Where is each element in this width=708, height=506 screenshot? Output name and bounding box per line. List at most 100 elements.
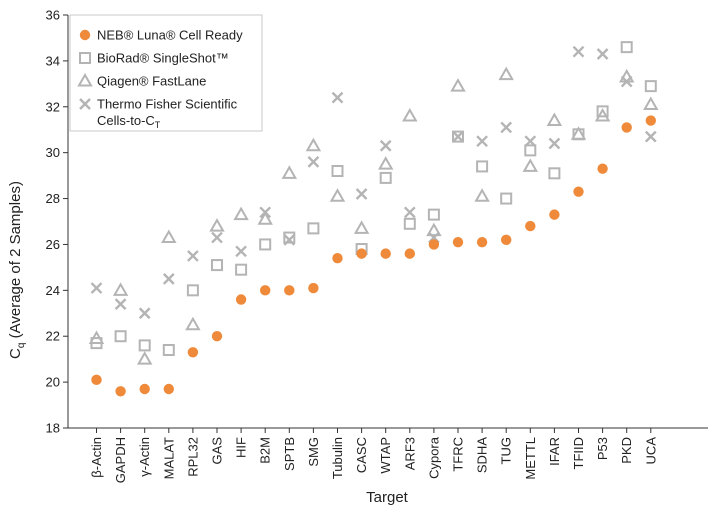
legend-label-line2-text: Cells-to-C: [97, 113, 155, 128]
data-point-circle: [645, 115, 656, 126]
data-point-square: [283, 231, 296, 244]
y-tick-label: 30: [46, 145, 60, 160]
legend-label: Qiagen® FastLane: [97, 74, 206, 89]
data-point-x: [548, 137, 561, 150]
x-axis: β-Actin GAPDH γ-Actin MALAT RPL32 GAS HIF B2M SP…: [89, 428, 658, 483]
x-tick-label: SDHA: [475, 437, 490, 473]
data-point-circle: [621, 122, 632, 133]
data-point-circle: [404, 248, 415, 259]
data-point-circle: [476, 236, 488, 248]
data-point-triangle: [594, 107, 611, 122]
data-point-square: [548, 167, 561, 180]
data-point-x: [138, 307, 151, 320]
data-point-triangle: [450, 78, 466, 92]
data-point-x: [644, 130, 657, 143]
data-point-triangle: [643, 96, 659, 110]
x-tick-label: ARF3: [402, 437, 417, 470]
data-point-circle: [332, 253, 343, 264]
y-tick-label: 24: [46, 283, 60, 298]
x-tick-label: GAPDH: [113, 437, 128, 483]
x-tick-label: γ-Actin: [137, 437, 152, 477]
legend-label-line2-subscript: T: [155, 120, 161, 130]
data-points: [88, 41, 659, 397]
x-tick-label: β-Actin: [89, 437, 104, 478]
data-point-square: [452, 130, 464, 143]
data-point-circle: [501, 234, 512, 246]
data-point-triangle: [209, 218, 225, 232]
data-point-triangle: [281, 165, 298, 179]
x-tick-label: PKD: [619, 437, 634, 464]
data-point-circle: [380, 248, 391, 259]
data-point-square: [114, 330, 127, 343]
y-tick-label: 22: [46, 329, 60, 344]
data-point-triangle: [112, 282, 129, 296]
data-point-circle: [356, 248, 367, 259]
data-point-triangle: [257, 211, 273, 225]
data-point-circle: [91, 374, 102, 386]
y-axis-title-main: C: [7, 348, 24, 359]
data-point-circle: [597, 163, 608, 174]
legend-label: Thermo Fisher Scientific: [97, 97, 238, 112]
legend-marker-x: [79, 98, 91, 110]
legend-label-line2: Cells-to-CT: [97, 113, 161, 130]
legend-marker-triangle: [77, 72, 93, 87]
legend-label: NEB® Luna® Cell Ready: [97, 28, 243, 43]
data-point-x: [355, 188, 368, 200]
legend-item: Qiagen® FastLane: [77, 72, 206, 89]
data-point-circle: [187, 347, 199, 358]
data-point-triangle: [353, 220, 370, 234]
y-tick-label: 26: [46, 237, 60, 252]
x-tick-label: SPTB: [282, 437, 297, 471]
data-point-square: [211, 259, 223, 272]
data-point-circle: [549, 209, 560, 220]
x-tick-label: B2M: [258, 437, 273, 464]
data-point-circle: [284, 285, 295, 296]
x-tick-label: TUG: [499, 437, 514, 464]
data-point-square: [500, 192, 513, 205]
data-point-circle: [211, 331, 223, 342]
data-point-x: [596, 48, 609, 60]
data-point-x: [162, 273, 175, 285]
data-point-triangle: [305, 137, 322, 152]
data-point-square: [596, 105, 609, 118]
data-point-square: [524, 144, 537, 157]
plot-area: [67, 15, 708, 429]
data-point-square: [259, 238, 272, 251]
x-tick-label: TFIID: [571, 437, 586, 470]
data-point-square: [307, 222, 320, 235]
data-point-triangle: [618, 68, 635, 83]
y-axis-title-subscript: q: [16, 343, 27, 349]
data-point-square: [162, 343, 175, 356]
y-tick-label: 32: [46, 99, 60, 114]
data-point-square: [331, 165, 344, 178]
data-point-square: [186, 284, 199, 297]
data-point-circle: [163, 383, 174, 395]
data-point-x: [307, 155, 320, 168]
data-point-circle: [115, 386, 126, 397]
y-axis: 18 20 22 24 26 28 30 32 34 36: [46, 8, 68, 436]
x-tick-label: TFRC: [451, 437, 466, 472]
data-point-x: [403, 206, 416, 219]
legend-marker-circle: [79, 29, 91, 41]
data-point-square: [644, 80, 657, 93]
data-point-square: [138, 339, 151, 352]
data-point-triangle: [426, 222, 442, 237]
data-point-square: [90, 337, 103, 350]
data-point-x: [235, 245, 247, 258]
legend-label: BioRad® SingleShot™: [97, 51, 229, 66]
data-point-square: [235, 263, 248, 276]
data-point-circle: [139, 383, 150, 395]
x-tick-label: METTL: [523, 437, 538, 480]
x-tick-label: RPL32: [185, 437, 200, 477]
x-tick-label: MALAT: [161, 437, 176, 479]
data-point-x: [90, 282, 103, 294]
data-point-square: [427, 208, 440, 221]
data-point-x: [331, 91, 344, 104]
series-circle: [91, 115, 656, 397]
x-tick-label: SMG: [306, 437, 321, 467]
x-tick-label: WTAP: [378, 437, 393, 474]
x-tick-label: HIF: [234, 437, 249, 458]
legend-box: [69, 14, 263, 132]
